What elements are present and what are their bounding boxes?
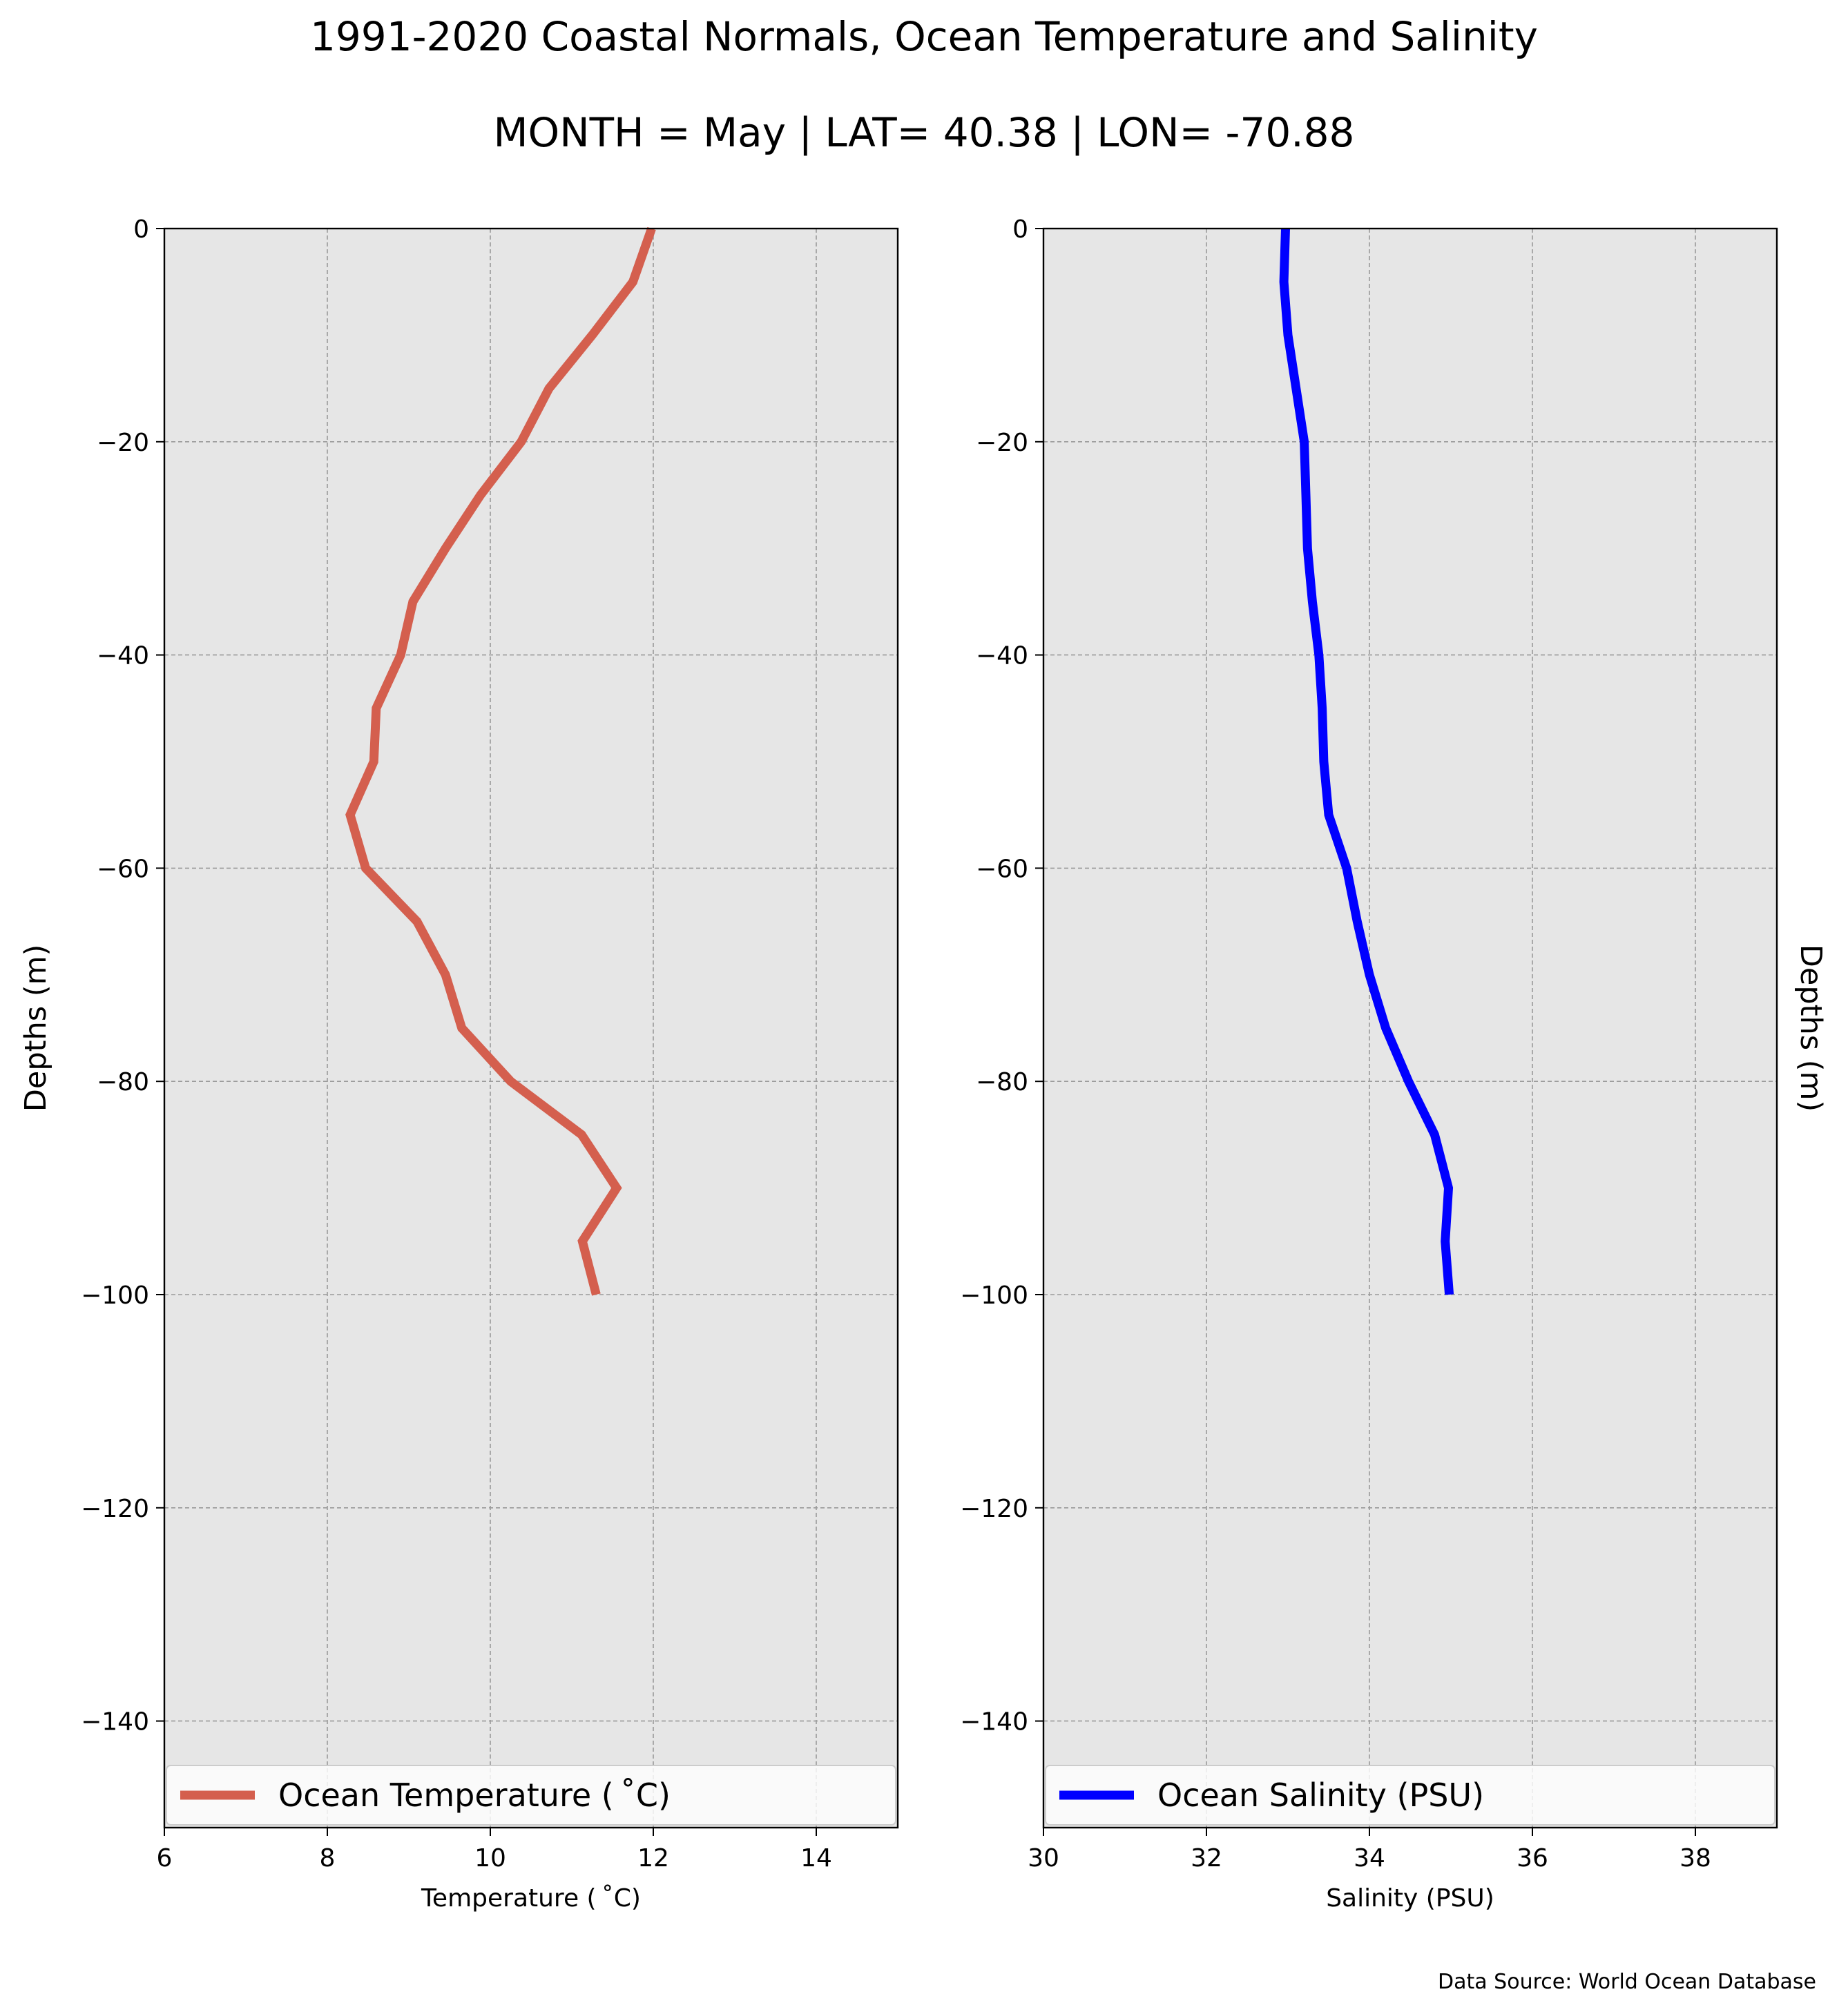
salinity-y-tick-label: −60 (976, 855, 1028, 883)
temperature-legend: Ocean Temperature ( ˚C) (166, 1765, 896, 1826)
temperature-x-tick-label: 14 (800, 1844, 832, 1873)
salinity-plot-area (1043, 229, 1777, 1828)
salinity-x-tick-label: 38 (1679, 1844, 1711, 1873)
temperature-x-tick-label: 8 (320, 1844, 336, 1873)
salinity-series-line (1279, 228, 1454, 1295)
salinity-x-axis-label: Salinity (PSU) (1326, 1884, 1494, 1913)
temperature-panel: Ocean Temperature ( ˚C) 6 8 10 12 14 0 −20 −40 −6… (19, 215, 899, 1913)
figure-title: 1991-2020 Coastal Normals, Ocean Tempera… (310, 13, 1538, 60)
salinity-y-tick-label: −100 (960, 1281, 1028, 1310)
salinity-y-tick-label: −20 (976, 429, 1028, 457)
salinity-x-tick-label: 32 (1191, 1844, 1222, 1873)
salinity-y-tick-label: −40 (976, 642, 1028, 670)
temperature-y-tick-label: −80 (97, 1068, 149, 1096)
temperature-y-axis-label: Depths (m) (19, 945, 53, 1112)
salinity-y-tick-label: −80 (976, 1068, 1028, 1096)
temperature-y-tick-label: −140 (81, 1708, 149, 1736)
temperature-x-tick-label: 10 (474, 1844, 506, 1873)
salinity-panel: Ocean Salinity (PSU) 30 32 34 36 38 0 −20 −40 −60… (960, 215, 1828, 1913)
temperature-y-tick-label: −40 (97, 642, 149, 670)
salinity-x-tick-label: 30 (1028, 1844, 1059, 1873)
temperature-y-tick-label: −20 (97, 429, 149, 457)
salinity-y-tick-label: −120 (960, 1495, 1028, 1523)
temperature-y-tick-label: −100 (81, 1281, 149, 1310)
temperature-y-tick-label: −60 (97, 855, 149, 883)
figure-subtitle: MONTH = May | LAT= 40.38 | LON= -70.88 (494, 109, 1355, 156)
temperature-y-tick-label: −120 (81, 1495, 149, 1523)
salinity-x-tick-label: 36 (1517, 1844, 1548, 1873)
temperature-legend-label: Ocean Temperature ( ˚C) (278, 1777, 671, 1814)
salinity-y-tick-label: −140 (960, 1708, 1028, 1736)
temperature-y-tick-label: 0 (133, 215, 149, 244)
temperature-series-line (345, 226, 656, 1296)
temperature-x-axis-label: Temperature ( ˚C) (421, 1884, 641, 1913)
temperature-x-tick-label: 12 (637, 1844, 669, 1873)
temperature-x-tick-label: 6 (157, 1844, 173, 1873)
salinity-y-axis-label: Depths (m) (1793, 945, 1828, 1112)
salinity-x-tick-label: 34 (1354, 1844, 1385, 1873)
data-source-note: Data Source: World Ocean Database (1438, 1970, 1816, 1994)
temperature-legend-box (166, 1765, 896, 1826)
temperature-plot-area (164, 229, 898, 1828)
temperature-axes-frame (163, 227, 899, 1829)
salinity-legend: Ocean Salinity (PSU) (1045, 1765, 1775, 1826)
salinity-legend-box (1045, 1765, 1775, 1826)
salinity-legend-label: Ocean Salinity (PSU) (1157, 1777, 1484, 1814)
salinity-y-tick-label: 0 (1012, 215, 1028, 244)
salinity-axes-frame (1042, 227, 1778, 1829)
